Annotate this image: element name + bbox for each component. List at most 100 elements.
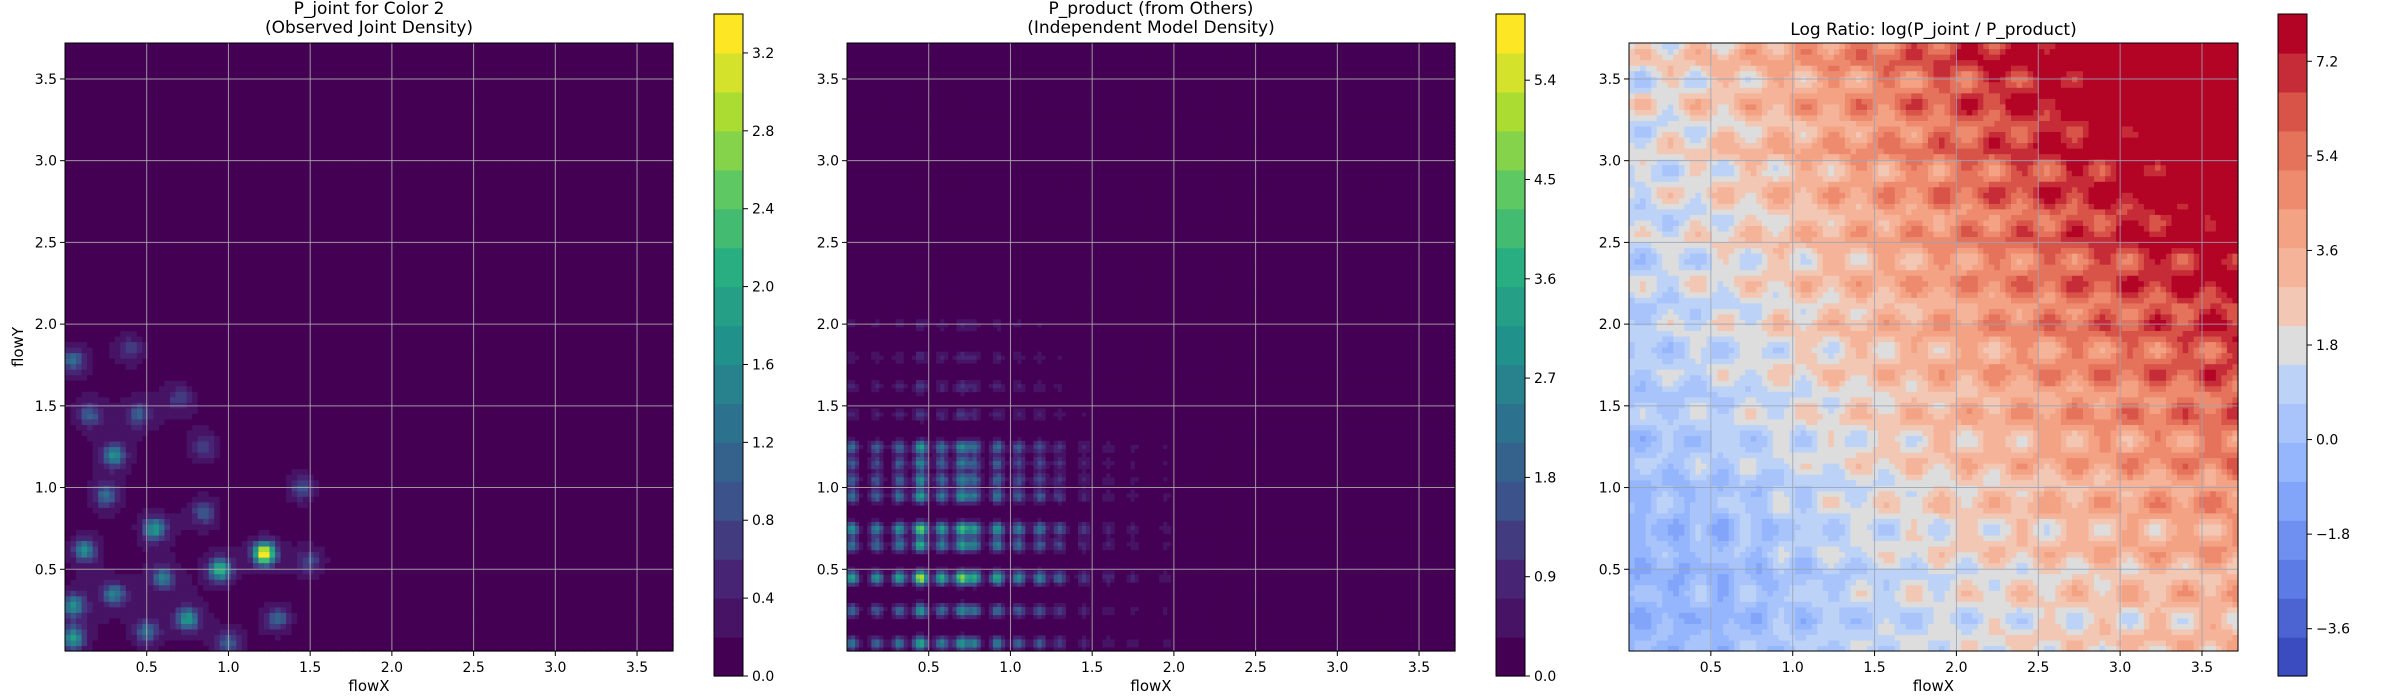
field-cell (76, 297, 83, 304)
field-cell (131, 159, 138, 166)
field-cell (181, 540, 188, 547)
field-cell (258, 43, 265, 50)
field-cell (125, 380, 132, 387)
field-cell (263, 159, 271, 166)
field-cell (103, 557, 110, 564)
field-cell (181, 291, 188, 298)
field-cell (65, 369, 72, 376)
field-cell (70, 435, 77, 442)
field-cell (153, 374, 160, 381)
field-cell (214, 291, 221, 298)
field-cell (258, 413, 265, 420)
field-cell (87, 452, 94, 459)
field-cell (164, 435, 171, 442)
field-cell (302, 197, 309, 204)
field-cell (92, 253, 99, 260)
field-cell (275, 335, 282, 343)
field-cell (308, 518, 315, 525)
field-cell (153, 81, 160, 88)
field-cell (263, 48, 271, 55)
field-cell (125, 247, 132, 254)
field-cell (291, 302, 298, 309)
field-cell (286, 645, 293, 652)
field-cell (131, 186, 138, 193)
field-cell (192, 170, 199, 177)
field-cell (136, 203, 143, 210)
field-cell (263, 120, 271, 127)
field-cell (98, 446, 105, 453)
field-cell (269, 468, 276, 475)
field-cell (275, 275, 282, 282)
field-cell (103, 507, 110, 514)
field-cell (120, 225, 127, 232)
field-cell (308, 601, 315, 608)
field-cell (291, 142, 298, 149)
field-cell (186, 374, 193, 381)
field-cell (280, 352, 287, 359)
field-cell (286, 523, 293, 530)
field-cell (142, 125, 149, 133)
field-cell (120, 214, 127, 221)
field-cell (76, 601, 83, 608)
field-cell (236, 65, 243, 72)
field-cell (103, 81, 110, 88)
field-cell (291, 219, 298, 226)
field-cell (258, 159, 265, 166)
field-cell (269, 595, 276, 602)
field-cell (142, 479, 149, 486)
field-cell (241, 380, 248, 387)
field-cell (92, 103, 99, 110)
field-cell (203, 595, 210, 602)
field-cell (136, 192, 143, 199)
field-cell (81, 347, 88, 354)
field-cell (214, 302, 221, 309)
field-cell (120, 424, 127, 431)
field-cell (192, 440, 199, 448)
field-cell (308, 253, 315, 260)
field-cell (275, 568, 282, 575)
field-cell (147, 114, 155, 121)
field-cell (158, 98, 166, 105)
field-cell (136, 258, 143, 265)
field-cell (81, 579, 88, 586)
field-cell (203, 590, 210, 597)
field-cell (269, 601, 276, 608)
field-cell (181, 518, 188, 525)
field-cell (269, 523, 276, 530)
field-cell (230, 319, 237, 326)
field-cell (181, 148, 188, 155)
field-cell (313, 479, 320, 486)
field-cell (308, 192, 315, 199)
field-cell (98, 396, 105, 403)
field-cell (136, 247, 143, 254)
field-cell (125, 612, 132, 619)
field-cell (65, 253, 72, 260)
field-cell (258, 369, 265, 376)
field-cell (131, 142, 138, 149)
field-cell (236, 512, 243, 519)
field-cell (280, 628, 287, 636)
field-cell (313, 628, 320, 636)
field-cell (208, 639, 215, 647)
field-cell (208, 313, 215, 320)
field-cell (230, 258, 237, 265)
field-cell (70, 529, 77, 536)
density-field (65, 43, 674, 652)
field-cell (252, 485, 260, 492)
field-cell (131, 219, 138, 226)
field-cell (158, 286, 166, 293)
field-cell (214, 313, 221, 320)
field-cell (297, 479, 304, 486)
field-cell (247, 236, 254, 243)
field-cell (241, 617, 248, 624)
field-cell (92, 617, 99, 624)
field-cell (214, 170, 221, 177)
field-cell (103, 512, 110, 519)
field-cell (181, 429, 188, 437)
field-cell (291, 230, 298, 238)
field-cell (131, 286, 138, 293)
field-cell (197, 153, 204, 160)
field-cell (81, 181, 88, 188)
field-cell (136, 136, 143, 144)
field-cell (230, 579, 237, 586)
